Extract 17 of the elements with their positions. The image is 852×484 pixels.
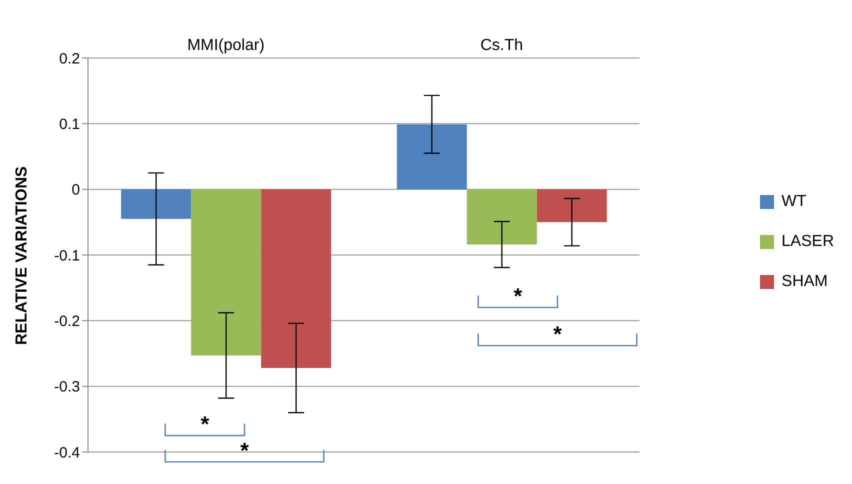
annotation: * [553,322,562,347]
x-tick-label: Cs.Th [480,37,523,54]
x-tick-label: MMI(polar) [187,37,265,54]
y-tick-label: -0.4 [54,444,80,462]
y-tick-label: 0.2 [59,50,80,68]
legend-label: WT [782,192,806,212]
y-tick-label: -0.2 [54,312,80,330]
annotation: * [200,412,210,437]
y-tick-label: 0.1 [59,116,80,133]
annotation: * [514,284,523,309]
legend-label: SHAM [782,272,828,292]
legend-label: LASER [782,232,834,252]
annotation: * [240,438,250,463]
y-axis-title: RELATIVE VARIATIONS [14,166,31,345]
y-tick-label: -0.3 [54,378,80,396]
y-tick-label: -0.1 [54,247,80,264]
y-tick-label: 0 [72,182,80,199]
